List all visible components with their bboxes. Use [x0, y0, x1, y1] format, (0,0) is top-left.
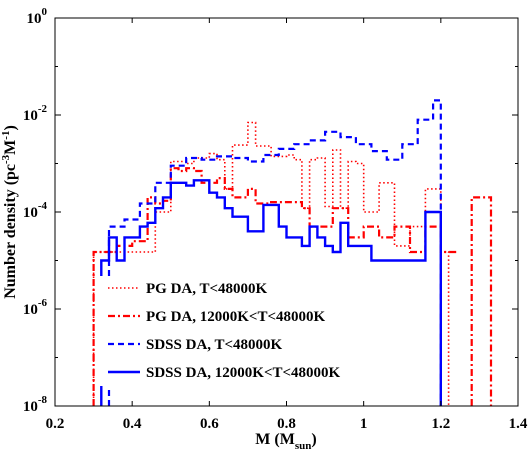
ticks-layer: 0.2 0.4 0.6 0.8 1 1.2 1.4 100 10-2 10-4 10-6 10-8	[23, 6, 528, 432]
x-tick-label: 1	[360, 416, 368, 432]
legend-label: SDSS DA, T<48000K	[146, 337, 283, 353]
series-1-line	[92, 167, 493, 406]
y-tick-label: 10-8	[23, 394, 48, 415]
y-axis-label: Number density (pc-3M-1)	[0, 125, 19, 299]
legend-label: PG DA, T<48000K	[146, 281, 268, 297]
legend: PG DA, T<48000K PG DA, 12000K<T<48000K S…	[100, 276, 382, 386]
x-tick-label: 0.8	[277, 416, 296, 432]
legend-box	[100, 276, 382, 386]
legend-entry-pg-all: PG DA, T<48000K	[108, 281, 268, 297]
x-tick-label: 0.6	[200, 416, 219, 432]
y-tick-label: 100	[27, 6, 48, 27]
y-tick-label: 10-6	[23, 297, 48, 318]
series-2-line	[107, 99, 442, 406]
x-tick-label: 0.2	[46, 416, 65, 432]
legend-entry-sdss-all: SDSS DA, T<48000K	[108, 337, 283, 353]
legend-label: SDSS DA, 12000K<T<48000K	[146, 365, 341, 381]
y-tick-label: 10-2	[23, 103, 48, 124]
series-layer	[92, 99, 493, 406]
x-tick-label: 1.4	[509, 416, 528, 432]
x-axis-label: M (Msun)	[255, 431, 316, 452]
x-tick-label: 1.2	[431, 416, 450, 432]
series-3-line	[100, 179, 442, 406]
legend-label: PG DA, 12000K<T<48000K	[146, 309, 326, 325]
series-0-line	[92, 121, 450, 406]
y-tick-label: 10-4	[23, 200, 48, 221]
legend-entry-pg-12000: PG DA, 12000K<T<48000K	[108, 309, 326, 325]
legend-entry-sdss-12000: SDSS DA, 12000K<T<48000K	[108, 365, 341, 381]
x-tick-label: 0.4	[123, 416, 142, 432]
